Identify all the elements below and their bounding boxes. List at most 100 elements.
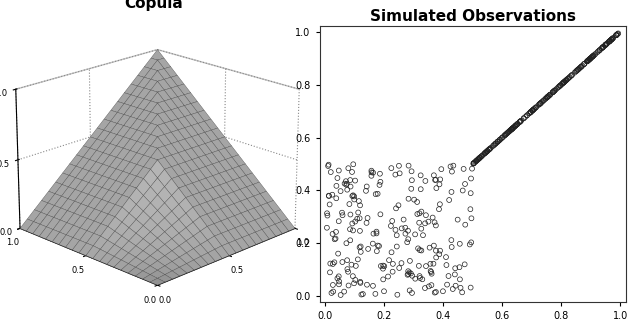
Point (486, 145, 496, 151)
Point (366, 170, 376, 175)
Point (416, 226, 426, 231)
Point (414, 220, 424, 225)
Point (508, 125, 518, 130)
Point (542, 94, 552, 100)
Point (484, 147, 494, 152)
Point (424, 284, 434, 289)
Point (415, 187, 426, 192)
Point (495, 137, 505, 143)
Point (501, 132, 511, 137)
Point (528, 107, 539, 112)
Point (555, 83, 566, 88)
Point (585, 57, 595, 62)
Point (488, 143, 498, 149)
Point (426, 271, 436, 277)
Point (447, 189, 457, 195)
Point (514, 120, 525, 125)
Point (561, 78, 571, 83)
Point (552, 86, 562, 91)
Point (587, 55, 597, 60)
Point (525, 111, 535, 116)
Point (584, 57, 594, 62)
Point (423, 219, 433, 224)
Title: Copula: Copula (124, 0, 183, 10)
Point (500, 133, 511, 138)
Point (388, 261, 398, 267)
Point (495, 137, 505, 142)
Point (371, 192, 381, 197)
Point (473, 156, 484, 162)
Point (520, 114, 530, 120)
Point (353, 257, 363, 262)
Point (588, 53, 598, 59)
Point (558, 80, 569, 85)
Point (387, 250, 397, 255)
Point (534, 101, 544, 107)
Point (354, 198, 364, 204)
Point (597, 45, 608, 50)
Point (582, 59, 592, 64)
Point (537, 99, 547, 104)
Point (407, 290, 417, 296)
Point (334, 274, 344, 279)
Point (343, 269, 353, 275)
Point (397, 226, 407, 231)
Point (544, 92, 555, 97)
Point (524, 111, 534, 116)
Point (415, 274, 425, 279)
Point (548, 90, 558, 95)
Point (442, 282, 452, 287)
Point (394, 171, 404, 176)
Point (394, 203, 404, 208)
Point (329, 260, 339, 265)
Point (459, 262, 470, 267)
Point (528, 107, 539, 112)
Point (442, 262, 452, 268)
Point (426, 282, 436, 288)
Point (341, 178, 351, 184)
Point (530, 105, 541, 111)
Point (605, 38, 615, 43)
Title: Simulated Observations: Simulated Observations (370, 9, 576, 24)
Point (465, 207, 475, 212)
Point (430, 177, 440, 183)
Point (352, 216, 362, 221)
Point (346, 184, 356, 189)
Point (337, 213, 348, 218)
Point (563, 76, 573, 81)
Point (611, 32, 621, 38)
Point (421, 263, 431, 269)
Point (335, 292, 346, 297)
Point (410, 232, 420, 237)
Point (473, 156, 484, 161)
Point (355, 244, 366, 249)
Point (368, 170, 378, 175)
Point (469, 160, 479, 165)
Point (418, 233, 428, 238)
Point (429, 290, 440, 295)
Point (362, 184, 372, 189)
Point (507, 126, 518, 131)
Point (606, 37, 617, 42)
Point (504, 129, 514, 134)
Point (450, 266, 460, 271)
Point (349, 281, 359, 286)
Point (601, 42, 611, 47)
Point (499, 133, 509, 138)
Point (583, 58, 594, 63)
Point (328, 261, 338, 267)
Point (544, 93, 554, 98)
Point (332, 175, 343, 181)
Point (345, 177, 355, 183)
Point (574, 66, 584, 71)
Point (325, 270, 335, 275)
Point (402, 240, 412, 245)
Point (417, 277, 427, 282)
Point (573, 67, 583, 72)
Point (583, 57, 594, 63)
Point (563, 76, 573, 81)
Point (504, 129, 514, 134)
Point (407, 177, 417, 183)
Point (507, 127, 517, 132)
Point (350, 219, 360, 224)
